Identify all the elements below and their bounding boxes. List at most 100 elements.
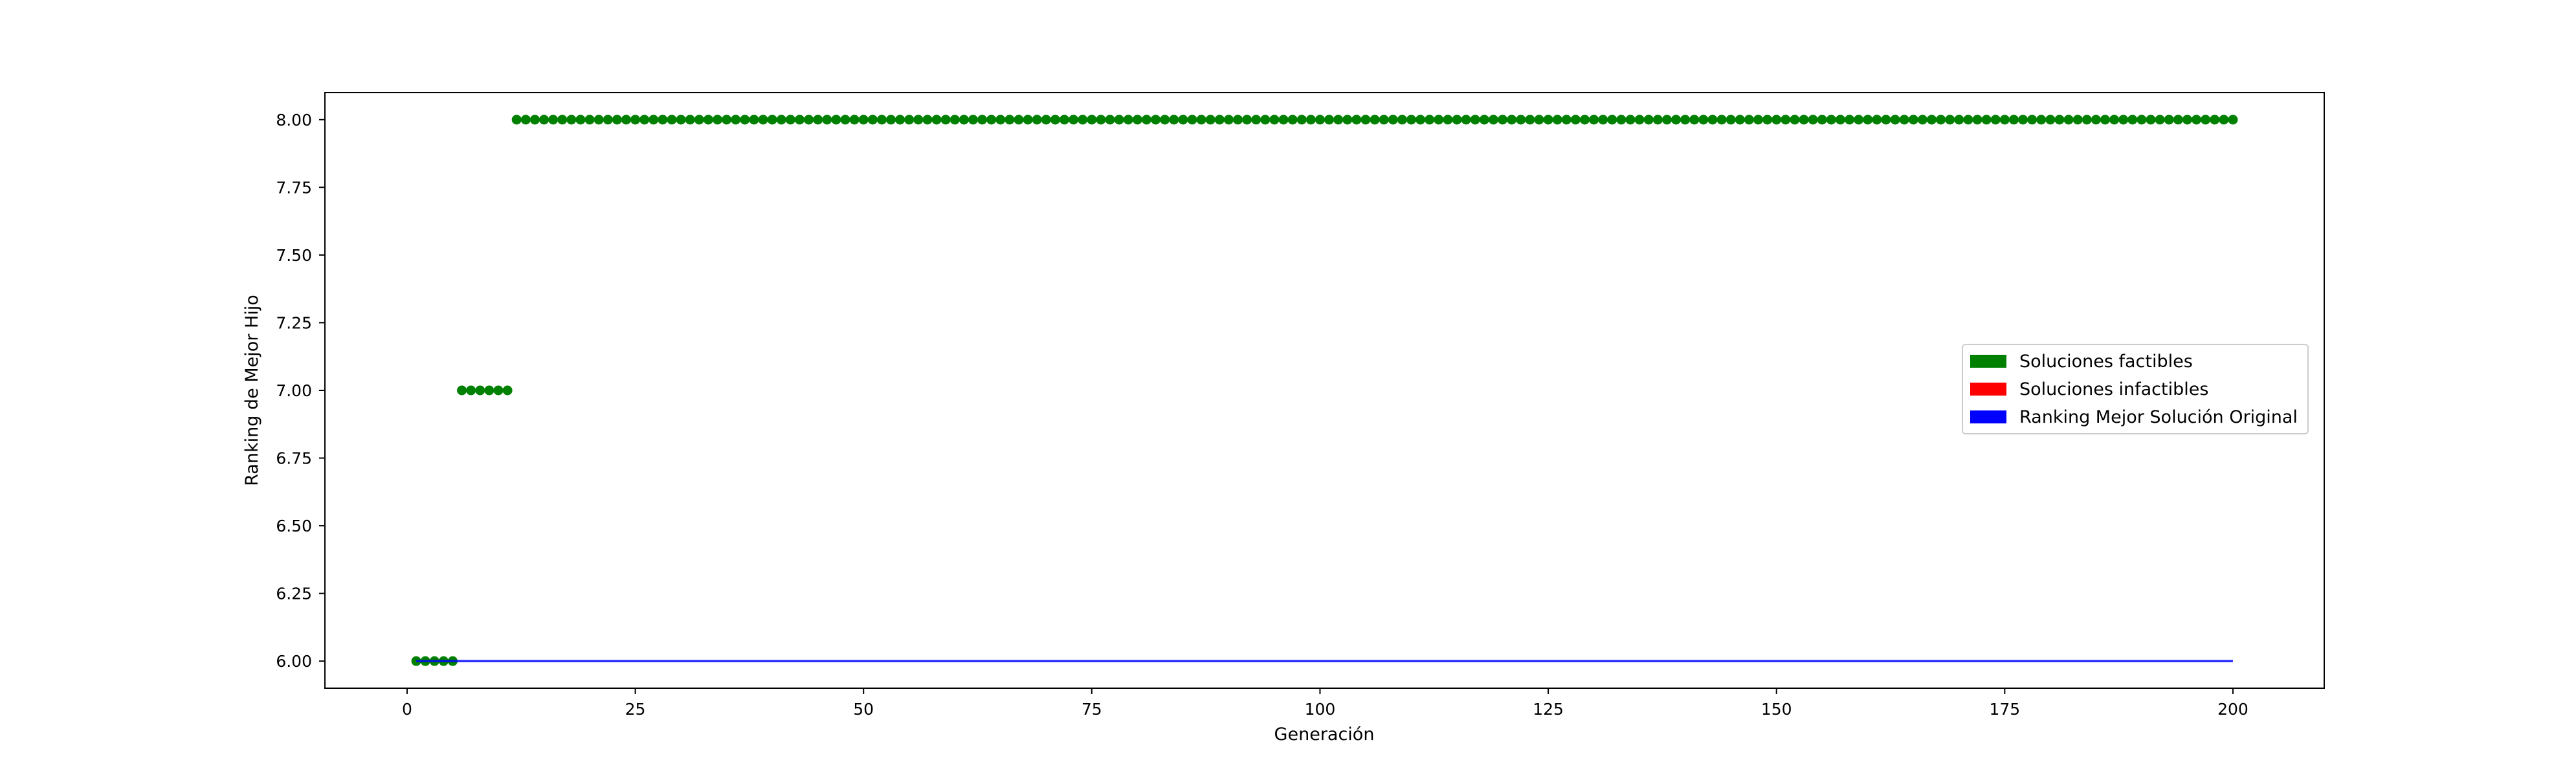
data-point <box>1835 115 1845 125</box>
data-point <box>612 115 622 125</box>
data-point <box>1936 115 1946 125</box>
data-point <box>1342 115 1353 125</box>
data-point <box>1087 115 1097 125</box>
data-point <box>2063 115 2074 125</box>
data-point <box>511 115 522 125</box>
data-point <box>2018 115 2028 125</box>
legend-swatch <box>1970 355 2006 368</box>
data-point <box>1762 115 1773 125</box>
data-point <box>575 115 586 125</box>
data-point <box>1333 115 1344 125</box>
data-point <box>2127 115 2138 125</box>
data-point <box>1516 115 1526 125</box>
data-point <box>529 115 540 125</box>
data-point <box>2137 115 2147 125</box>
data-point <box>1799 115 1809 125</box>
data-point <box>1078 115 1088 125</box>
data-point <box>2072 115 2083 125</box>
data-point <box>886 115 896 125</box>
data-point <box>1205 115 1216 125</box>
data-point <box>2036 115 2047 125</box>
data-point <box>1863 115 1873 125</box>
data-point <box>1425 115 1435 125</box>
data-point <box>1954 115 1964 125</box>
data-point <box>594 115 604 125</box>
data-point <box>731 115 741 125</box>
x-tick-label: 150 <box>1761 700 1792 719</box>
data-point <box>1963 115 1973 125</box>
legend-swatch <box>1970 383 2006 396</box>
legend-label: Soluciones infactibles <box>2019 379 2208 399</box>
y-axis: 6.00 6.25 6.50 6.75 7.00 7.25 7.50 7.75 8.00 <box>276 111 325 671</box>
data-point <box>1661 115 1672 125</box>
data-point <box>1917 115 1927 125</box>
x-tick-label: 200 <box>2217 700 2248 719</box>
data-point <box>1315 115 1325 125</box>
data-point <box>776 115 786 125</box>
y-tick-label: 7.25 <box>276 313 312 332</box>
data-point <box>1771 115 1782 125</box>
data-point <box>831 115 841 125</box>
y-axis-title: Ranking de Mejor Hijo <box>242 295 262 486</box>
data-point <box>1461 115 1471 125</box>
data-point <box>1169 115 1179 125</box>
legend: Soluciones factibles Soluciones infactibl… <box>1962 344 2309 434</box>
legend-label: Soluciones factibles <box>2019 352 2193 372</box>
data-point <box>566 115 577 125</box>
data-point <box>2201 115 2211 125</box>
y-tick-label: 7.00 <box>276 381 312 400</box>
data-point <box>1114 115 1124 125</box>
data-point <box>722 115 732 125</box>
y-tick-label: 7.75 <box>276 178 312 197</box>
data-point <box>785 115 795 125</box>
data-point <box>667 115 677 125</box>
data-point <box>1589 115 1599 125</box>
data-point <box>1826 115 1836 125</box>
data-point <box>466 385 476 396</box>
data-point <box>1242 115 1252 125</box>
data-point <box>858 115 869 125</box>
data-point <box>1305 115 1316 125</box>
data-point <box>1278 115 1289 125</box>
data-point <box>1543 115 1553 125</box>
data-point <box>767 115 777 125</box>
data-point <box>931 115 942 125</box>
data-point <box>603 115 613 125</box>
data-point <box>977 115 988 125</box>
data-point <box>1707 115 1718 125</box>
series-marks <box>411 115 2238 666</box>
data-point <box>1689 115 1700 125</box>
data-point <box>493 385 504 396</box>
data-point <box>1534 115 1544 125</box>
data-point <box>749 115 759 125</box>
data-point <box>2027 115 2037 125</box>
data-point <box>1908 115 1918 125</box>
data-point <box>2054 115 2065 125</box>
data-point <box>1050 115 1060 125</box>
data-point <box>1881 115 1891 125</box>
x-tick-label: 0 <box>402 700 412 719</box>
data-point <box>995 115 1006 125</box>
data-point <box>1570 115 1581 125</box>
x-axis-title: Generación <box>1274 724 1375 745</box>
data-point <box>2173 115 2183 125</box>
data-point <box>1370 115 1380 125</box>
data-point <box>520 115 531 125</box>
data-point <box>1397 115 1407 125</box>
data-point <box>1972 115 1982 125</box>
data-point <box>940 115 951 125</box>
data-point <box>1041 115 1051 125</box>
data-point <box>2146 115 2156 125</box>
data-point <box>2228 115 2238 125</box>
data-point <box>2109 115 2120 125</box>
data-point <box>1634 115 1645 125</box>
data-point <box>548 115 559 125</box>
data-point <box>1990 115 2001 125</box>
data-point <box>813 115 823 125</box>
data-point <box>740 115 750 125</box>
data-point <box>1141 115 1151 125</box>
data-point <box>1643 115 1654 125</box>
data-point <box>703 115 713 125</box>
data-point <box>1388 115 1398 125</box>
data-point <box>1854 115 1864 125</box>
